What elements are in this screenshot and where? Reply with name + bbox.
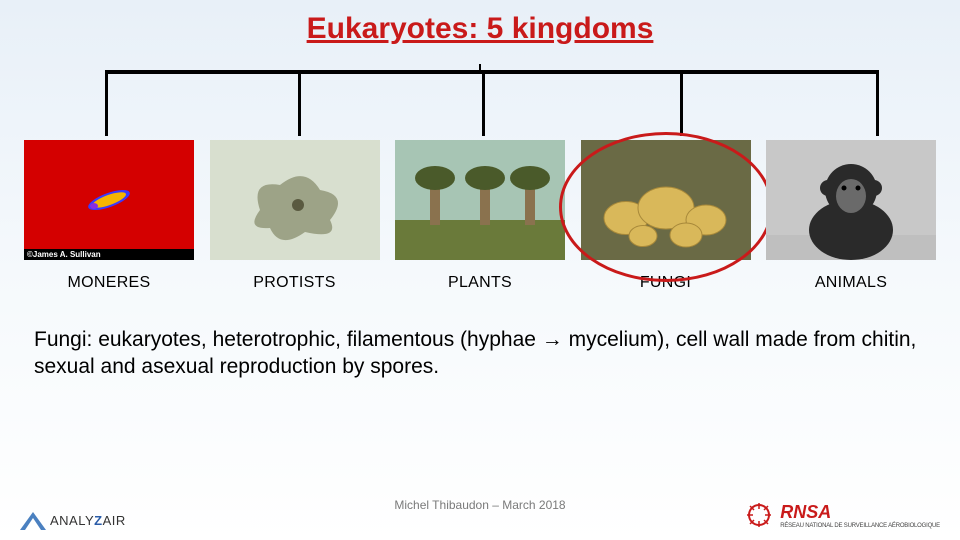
kingdom-protists: PROTISTS [210,140,380,292]
tree-horizontal-bar [105,70,879,74]
analyzair-post: AIR [103,513,126,528]
kingdom-animals: ANIMALS [766,140,936,292]
kingdom-thumb-protists [210,140,380,260]
kingdom-label-animals: ANIMALS [815,274,887,292]
analyzair-icon [20,510,46,530]
tree-branch-line [298,74,301,136]
image-credit: ©James A. Sullivan [24,249,194,260]
analyzair-pre: ANALY [50,513,94,528]
kingdom-row: ©James A. Sullivan MONERES PROTISTS PLANT… [0,140,960,292]
rnsa-icon [744,500,774,530]
kingdom-plants: PLANTS [395,140,565,292]
kingdom-tree [0,64,960,80]
kingdom-thumb-animals [766,140,936,260]
tree-branch-line [680,74,683,136]
tree-branch-line [876,74,879,136]
analyzair-logo: ANALYZAIR [20,510,126,530]
kingdom-label-moneres: MONERES [68,274,151,292]
analyzair-accent: Z [94,513,102,528]
kingdom-label-protists: PROTISTS [253,274,335,292]
kingdom-label-plants: PLANTS [448,274,512,292]
rnsa-text: RNSA [780,502,940,523]
kingdom-label-fungi: FUNGI [640,274,691,292]
tree-branch-line [482,74,485,136]
kingdom-thumb-plants [395,140,565,260]
author-credit: Michel Thibaudon – March 2018 [394,498,565,512]
kingdom-thumb-fungi [581,140,751,260]
rnsa-logo: RNSA RÉSEAU NATIONAL DE SURVEILLANCE AÉR… [744,500,940,530]
kingdom-fungi: FUNGI [581,140,751,292]
rnsa-sub: RÉSEAU NATIONAL DE SURVEILLANCE AÉROBIOL… [780,523,940,529]
analyzair-text: ANALYZAIR [50,513,126,528]
page-title: Eukaryotes: 5 kingdoms [0,0,960,46]
kingdom-thumb-moneres: ©James A. Sullivan [24,140,194,260]
fungi-description: Fungi: eukaryotes, heterotrophic, filame… [0,326,960,381]
kingdom-moneres: ©James A. Sullivan MONERES [24,140,194,292]
tree-branch-line [105,74,108,136]
